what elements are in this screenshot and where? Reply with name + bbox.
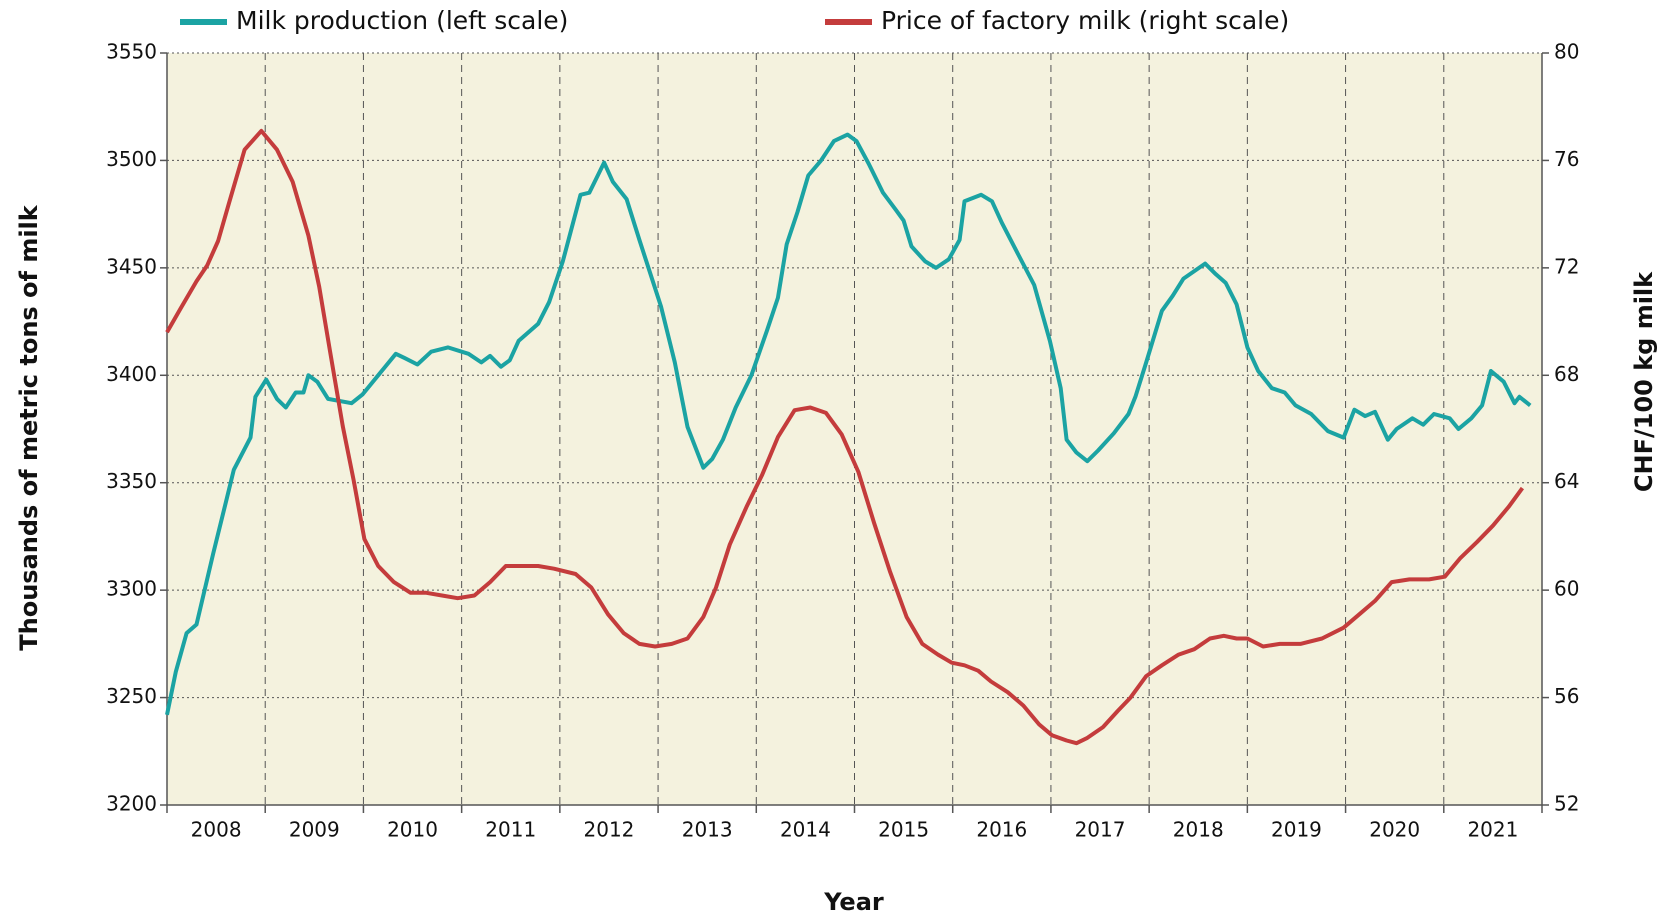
y-tick-label: 3250 <box>106 684 157 708</box>
y2-tick-label: 80 <box>1554 40 1579 64</box>
y-tick-label: 3550 <box>106 40 157 64</box>
x-tick-label: 2015 <box>878 818 929 842</box>
x-tick-label: 2019 <box>1271 818 1322 842</box>
y-tick-label: 3450 <box>106 254 157 278</box>
series-line <box>165 132 1532 716</box>
x-tick-label: 2008 <box>191 818 242 842</box>
y-axis-title: Thousands of metric tons of milk <box>15 204 43 651</box>
x-tick-label: 2016 <box>976 818 1027 842</box>
x-tick-label: 2011 <box>485 818 536 842</box>
y-tick-label: 3500 <box>106 147 157 171</box>
x-axis-title: Year <box>823 888 884 916</box>
x-tick-label: 2017 <box>1075 818 1126 842</box>
x-tick-label: 2013 <box>682 818 733 842</box>
x-tick-label: 2009 <box>289 818 340 842</box>
x-tick-label: 2020 <box>1369 818 1420 842</box>
series-line <box>165 128 1525 746</box>
x-tick-label: 2018 <box>1173 818 1224 842</box>
legend-text: Milk production (left scale) <box>236 6 568 35</box>
x-tick-label: 2012 <box>584 818 635 842</box>
x-tick-label: 2021 <box>1467 818 1518 842</box>
y2-tick-label: 52 <box>1554 792 1579 816</box>
y2-tick-label: 68 <box>1554 362 1579 386</box>
y2-tick-label: 60 <box>1554 577 1579 601</box>
y2-tick-label: 56 <box>1554 684 1579 708</box>
y2-axis-title: CHF/100 kg milk <box>1630 271 1658 492</box>
x-tick-label: 2010 <box>387 818 438 842</box>
x-tick-label: 2014 <box>780 818 831 842</box>
y-tick-label: 3350 <box>106 469 157 493</box>
y-tick-label: 3200 <box>106 792 157 816</box>
y-tick-label: 3400 <box>106 362 157 386</box>
y2-tick-label: 76 <box>1554 147 1579 171</box>
y2-tick-label: 72 <box>1554 254 1579 278</box>
legend-text: Price of factory milk (right scale) <box>881 6 1289 35</box>
y-tick-label: 3300 <box>106 577 157 601</box>
y2-tick-label: 64 <box>1554 469 1579 493</box>
